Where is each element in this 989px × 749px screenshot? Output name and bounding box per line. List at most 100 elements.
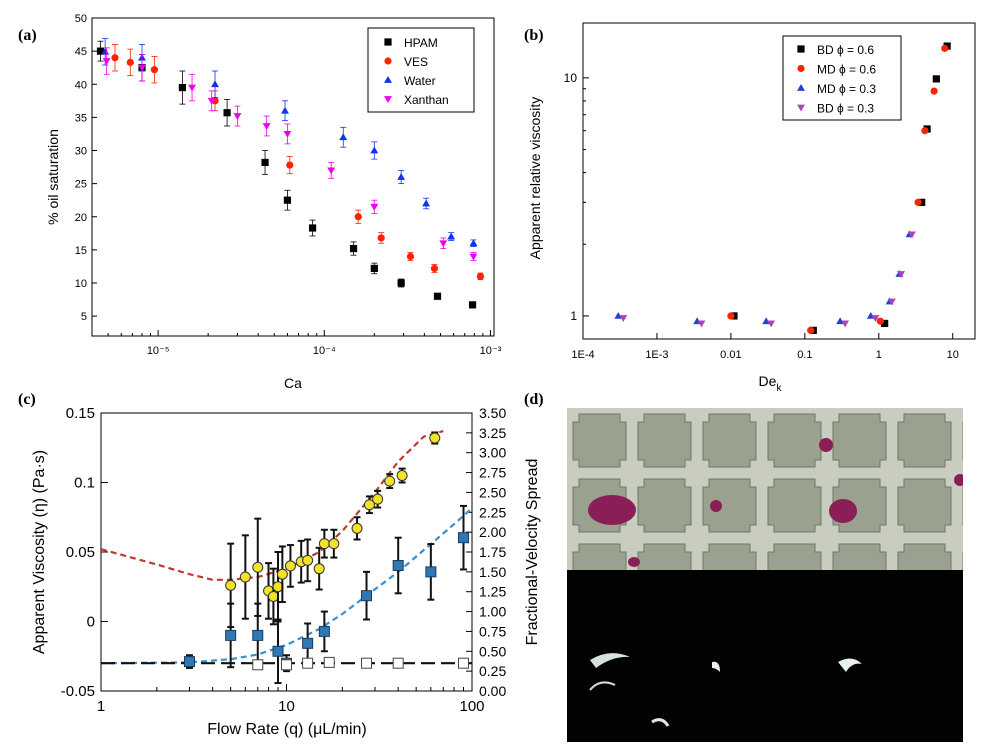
fluorescent-droplet: [838, 658, 862, 672]
x-axis-label-c: Flow Rate (q) (μL/min): [207, 721, 366, 738]
x-tick-label-a: 10⁻⁴: [313, 345, 336, 357]
data-point-hpam: [178, 83, 187, 92]
data-point-apparent-viscosity: [396, 470, 408, 482]
data-point-newtonian-reference: [458, 657, 470, 669]
data-point-ves: [354, 213, 362, 221]
data-point-hpam: [283, 196, 292, 204]
data-point-fractional-velocity-spread: [272, 645, 284, 657]
data-point-newtonian-reference: [392, 657, 404, 669]
y2-tick-label-c: 1.50: [479, 564, 506, 580]
data-point-apparent-viscosity: [302, 554, 314, 566]
plot-frame-b: [582, 22, 976, 340]
data-point-apparent-viscosity: [363, 499, 375, 511]
data-point-apparent-viscosity: [372, 493, 384, 505]
data-marks-c: [101, 430, 472, 685]
y2-tick-label-c: 2.25: [479, 504, 506, 520]
x-axis-label-b-main: De: [759, 373, 777, 389]
x-tick-label-b: 0.01: [720, 349, 741, 361]
legend-label-a: HPAM: [404, 36, 438, 50]
y2-tick-label-c: 0.25: [479, 663, 506, 679]
data-point-fractional-velocity-spread: [318, 625, 330, 637]
x-tick-label-a: 10⁻³: [480, 345, 502, 357]
data-point-apparent-viscosity: [239, 571, 251, 583]
data-point-ves: [377, 234, 385, 242]
y2-axis-label-c: Fractional-Velocity Spread: [524, 459, 541, 646]
data-point-water: [447, 232, 456, 240]
legend-label-b: MD ϕ = 0.6: [817, 63, 876, 77]
axis-ticks-b: 1E-4 1E-3 0.01 0.1 1 10 1 10: [564, 71, 959, 361]
data-point-xanthan: [138, 64, 146, 72]
legend-label-b: MD ϕ = 0.3: [817, 82, 876, 96]
data-point-b: [836, 317, 845, 325]
data-point-b: [921, 127, 929, 135]
y2-tick-label-c: 1.00: [479, 604, 506, 620]
image-panel-d: (d) micromodel image: [524, 391, 963, 742]
x-axis-label-b-sub: k: [776, 383, 782, 394]
data-point-water: [469, 239, 478, 247]
y2-tick-label-c: 2.00: [479, 524, 506, 540]
legend-marker-b: [797, 45, 805, 53]
plot-frame-a: [91, 17, 495, 337]
x-tick-label-b: 10: [947, 349, 959, 361]
panel-label-d: (d): [524, 391, 544, 408]
data-point-ves: [126, 58, 134, 66]
data-point-water: [101, 47, 110, 55]
oil-droplet: [628, 557, 640, 567]
data-point-b: [930, 87, 938, 95]
legend-label-a: Water: [404, 74, 436, 88]
y-tick-label-a: 50: [75, 13, 87, 25]
data-point-apparent-viscosity: [313, 563, 325, 575]
x-tick-label-b: 1E-4: [571, 349, 594, 361]
data-point-b: [619, 315, 628, 322]
y-tick-label-a: 45: [75, 46, 87, 58]
data-point-b: [807, 326, 815, 334]
data-point-xanthan: [262, 123, 271, 130]
y-axis-label-a: % oil saturation: [45, 129, 61, 225]
y-tick-label-b: 10: [564, 71, 578, 85]
data-point-xanthan: [233, 113, 242, 121]
axis-ticks-c: 1 10 100 -0.05 0 0.05 0.1 0.15 0.00 0.25 0.50 0.75 1…: [61, 405, 507, 715]
y2-tick-label-c: 0.50: [479, 643, 506, 659]
y2-tick-label-c: 2.75: [479, 465, 506, 481]
data-point-apparent-viscosity: [351, 522, 363, 534]
data-point-apparent-viscosity: [318, 538, 330, 550]
data-point-newtonian-reference: [252, 659, 264, 671]
y-tick-label-a: 5: [81, 311, 87, 323]
data-point-b: [932, 75, 940, 83]
data-point-b: [697, 320, 706, 328]
y-axis-label-c: Apparent Viscosity (η) (Pa·s): [31, 450, 48, 654]
data-point-b: [871, 315, 880, 322]
y2-tick-label-c: 0.00: [479, 683, 506, 699]
fit-curve-spread-fit: [101, 507, 472, 665]
data-point-ves: [476, 272, 485, 280]
data-point-b: [897, 271, 906, 278]
legend-label-b: BD ϕ = 0.6: [817, 43, 874, 57]
data-point-fractional-velocity-spread: [392, 560, 404, 572]
legend-label-b: BD ϕ = 0.3: [817, 102, 874, 116]
data-point-b: [614, 311, 623, 319]
data-point-b: [876, 317, 884, 325]
data-point-water: [370, 146, 379, 154]
data-point-hpam: [349, 244, 358, 253]
legend-marker-b: [797, 104, 805, 112]
x-axis-label-b: Dek: [759, 373, 783, 394]
data-point-apparent-viscosity: [384, 475, 396, 487]
data-point-water: [211, 80, 219, 88]
oil-droplet: [588, 495, 636, 525]
x-tick-label-b: 0.1: [797, 349, 812, 361]
y2-tick-label-c: 1.25: [479, 584, 506, 600]
y-tick-label-a: 40: [75, 79, 87, 91]
y-tick-label-c: 0.1: [74, 475, 95, 492]
data-point-hpam: [223, 109, 231, 117]
data-point-newtonian-reference: [323, 656, 335, 668]
legend-a: HPAM VES Water Xanthan: [367, 27, 475, 113]
fluorescent-droplet: [589, 681, 616, 691]
oil-droplet: [710, 500, 722, 512]
y-tick-label-a: 25: [75, 179, 87, 191]
y-axis-label-b: Apparent relative viscosity: [527, 97, 543, 260]
data-point-newtonian-reference: [302, 657, 314, 669]
micromodel-brightfield-image: [567, 408, 963, 570]
y-tick-label-a: 30: [75, 146, 87, 158]
y-tick-label-c: 0.15: [66, 405, 95, 422]
